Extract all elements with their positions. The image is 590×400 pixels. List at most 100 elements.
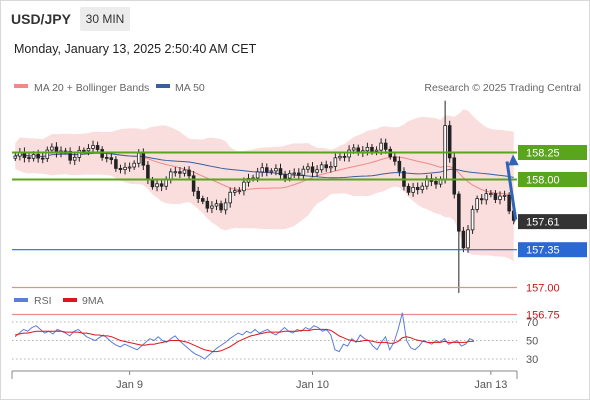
candle-body <box>278 168 283 176</box>
candle-body <box>393 156 397 162</box>
candle-body <box>210 205 214 209</box>
candle <box>507 192 511 215</box>
candle <box>415 182 420 195</box>
candle <box>470 205 475 234</box>
level-resistance: 158.00 <box>12 172 587 187</box>
candle-body <box>109 157 114 160</box>
candle-body <box>237 190 242 193</box>
candle <box>210 201 214 214</box>
candle <box>420 182 425 194</box>
candle-body <box>104 156 109 159</box>
legend-swatch-ma50 <box>156 84 170 88</box>
candle-body <box>374 149 379 152</box>
candle-body <box>347 149 351 158</box>
candle-body <box>329 166 333 169</box>
candle <box>484 188 489 205</box>
candle-body <box>200 198 205 202</box>
candle-body <box>379 142 383 151</box>
candle <box>315 165 319 177</box>
x-tick-label: Jan 13 <box>474 379 507 391</box>
candle-body <box>502 194 507 197</box>
candle <box>260 162 264 177</box>
symbol-label: USD/JPY <box>11 11 71 27</box>
legend-label-ma50: MA 50 <box>175 82 205 94</box>
candle-body <box>447 125 452 159</box>
candle-body <box>114 159 118 169</box>
candle-body <box>342 155 347 158</box>
level-label: 158.00 <box>526 175 560 187</box>
candle <box>219 200 223 213</box>
candle-body <box>301 168 306 176</box>
candle-body <box>365 146 370 152</box>
candle <box>104 152 109 163</box>
candle-body <box>479 198 484 201</box>
candle <box>498 191 502 205</box>
candle <box>278 163 283 180</box>
candle <box>205 197 210 213</box>
candle-body <box>310 166 315 173</box>
candle-body <box>489 193 493 195</box>
level-label: 158.25 <box>526 148 560 160</box>
candle-body <box>219 203 223 211</box>
level-target: 156.75 <box>12 310 560 322</box>
candle-body <box>95 145 100 150</box>
candle <box>233 187 237 196</box>
candle-body <box>415 186 420 191</box>
candle-body <box>82 149 86 152</box>
legend-label-ma20: MA 20 + Bollinger Bands <box>34 82 149 94</box>
candle-body <box>434 180 438 185</box>
candle-body <box>242 181 246 192</box>
candle-body <box>265 167 269 173</box>
candle-body <box>155 183 159 188</box>
legend-swatch-ma20 <box>14 84 28 88</box>
candle <box>319 161 324 173</box>
candle-body <box>141 152 146 166</box>
timeframe-badge[interactable]: 30 MIN <box>80 7 130 31</box>
candle <box>493 190 498 204</box>
candle-body <box>457 193 461 232</box>
rsi-tick-label: 70 <box>526 317 538 329</box>
candle-body <box>68 151 72 161</box>
candle <box>347 145 351 162</box>
candle <box>228 187 232 208</box>
candle-body <box>164 179 168 187</box>
candle <box>466 225 470 253</box>
candle-body <box>383 142 388 150</box>
arrow-head <box>508 154 519 166</box>
candle-body <box>50 146 54 151</box>
level-target: 157.00 <box>12 283 560 295</box>
level-resistance: 158.25 <box>12 145 587 160</box>
candle-body <box>159 183 164 187</box>
legend-swatch-rsi <box>14 298 28 302</box>
candle-body <box>269 170 274 173</box>
candle-body <box>338 155 342 159</box>
legend-label-rsi: RSI <box>34 295 52 307</box>
candle <box>159 178 164 192</box>
candle <box>406 183 411 196</box>
candle <box>13 153 18 161</box>
candle <box>178 167 182 178</box>
candle <box>297 168 301 180</box>
candle <box>393 152 397 166</box>
candle-body <box>319 164 324 171</box>
candle <box>502 190 507 201</box>
candle-body <box>351 147 356 151</box>
candle-body <box>196 190 200 199</box>
candle <box>127 162 132 172</box>
x-tick-label: Jan 10 <box>296 379 329 391</box>
candle-body <box>498 195 502 200</box>
candle <box>109 153 114 165</box>
candle <box>452 153 457 199</box>
candle-body <box>205 200 210 209</box>
candle <box>77 146 82 162</box>
candle <box>265 163 269 177</box>
candle <box>187 166 191 180</box>
candle <box>72 152 77 166</box>
rsi-tick-label: 50 <box>526 336 538 348</box>
candle <box>310 162 315 178</box>
rsi-line <box>14 312 475 360</box>
candle <box>155 179 159 192</box>
candle-body <box>461 230 466 249</box>
